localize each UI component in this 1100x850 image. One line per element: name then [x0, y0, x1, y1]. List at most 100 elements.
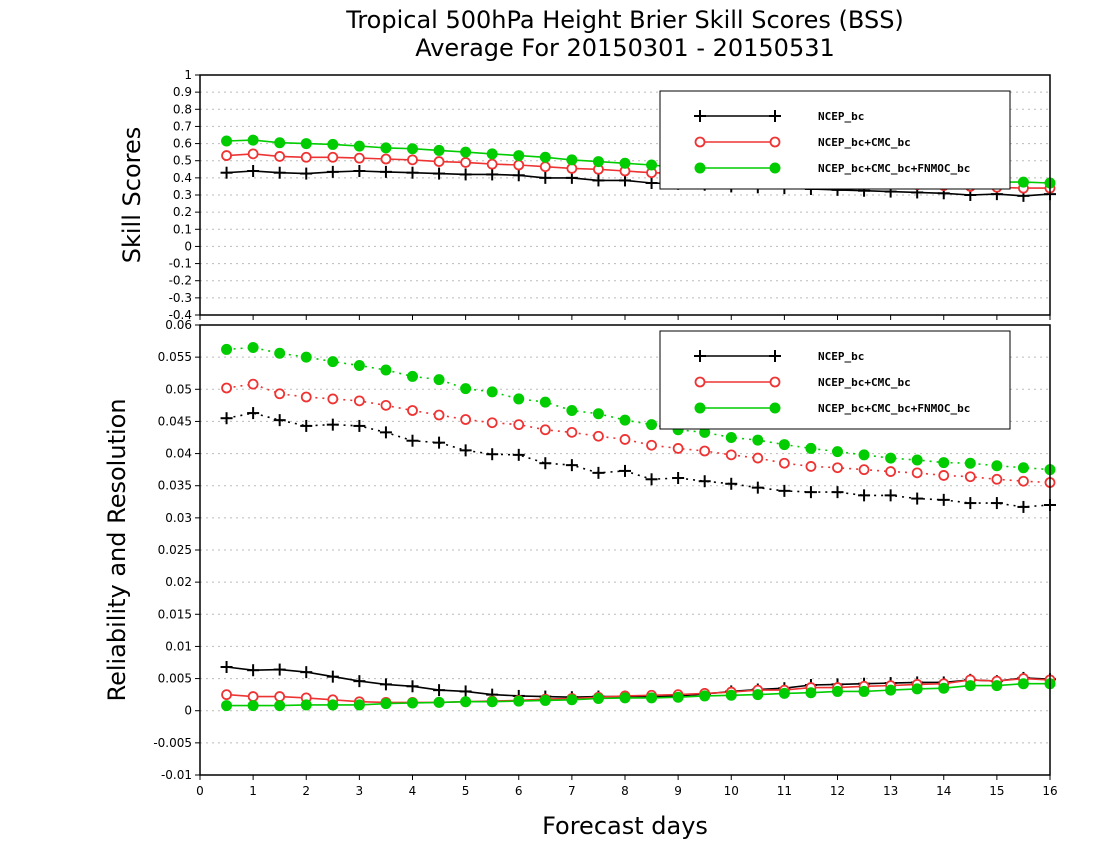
- chart-title-line1: Tropical 500hPa Height Brier Skill Score…: [345, 6, 904, 34]
- series-point-2: [353, 360, 365, 371]
- series-point-5: [991, 680, 1003, 692]
- series-point-1: [566, 426, 578, 438]
- legend-marker: [769, 376, 781, 388]
- series-point-1: [433, 156, 445, 167]
- series-point-1: [646, 439, 657, 451]
- y-tick-label: 0.2: [173, 205, 192, 219]
- x-tick-label: 9: [674, 784, 682, 798]
- legend-label: NCEP_bc+CMC_bc+FNMOC_bc: [818, 402, 970, 415]
- legend-marker: [694, 402, 706, 414]
- series-point-5: [592, 693, 604, 704]
- skill-scores-panel: -0.4 -0.3 -0.2 -0.1 0 0.1 0.2 0.3 0.4 0.5 0.6 0.7 0.…: [118, 68, 1056, 322]
- series-point-4: [247, 691, 259, 702]
- y-tick-label: -0.1: [169, 257, 192, 271]
- y-tick-label: -0.3: [169, 291, 192, 305]
- x-tick-label: 10: [724, 784, 739, 798]
- series-point-5: [247, 700, 259, 712]
- series-point-2: [247, 342, 259, 353]
- series-point-5: [725, 689, 737, 701]
- series-point-1: [938, 470, 950, 481]
- series-point-5: [885, 684, 897, 696]
- series-point-2: [460, 383, 472, 395]
- series-point-2: [991, 460, 1003, 472]
- series-point-1: [327, 393, 339, 405]
- series-point-1: [672, 443, 684, 454]
- series-point-2: [327, 356, 339, 368]
- series-point-5: [221, 700, 233, 712]
- series-point-1: [513, 159, 525, 171]
- y-tick-label: 0: [184, 704, 192, 718]
- series-point-2: [327, 138, 339, 150]
- series-point-2: [619, 414, 631, 426]
- y-tick-label: 0.03: [165, 511, 192, 525]
- series-point-2: [247, 134, 259, 146]
- series-point-2: [300, 351, 312, 363]
- x-tick-label: 0: [196, 784, 204, 798]
- series-point-5: [380, 698, 392, 710]
- series-point-2: [592, 156, 604, 168]
- series-point-2: [646, 419, 658, 431]
- series-point-1: [805, 461, 817, 472]
- series-point-2: [646, 159, 658, 171]
- series-point-2: [486, 386, 498, 398]
- series-point-1: [380, 399, 392, 411]
- series-point-2: [885, 452, 897, 464]
- legend-label: NCEP_bc+CMC_bc: [818, 376, 911, 389]
- series-point-2: [460, 146, 472, 158]
- series-point-2: [407, 143, 418, 155]
- series-point-2: [407, 370, 418, 382]
- y-tick-label: 0.02: [165, 575, 192, 589]
- series-point-1: [964, 471, 976, 483]
- series-point-2: [274, 137, 286, 149]
- series-point-1: [353, 152, 365, 164]
- legend-marker: [769, 162, 781, 174]
- y-tick-label: -0.01: [161, 768, 192, 782]
- series-point-5: [486, 696, 498, 708]
- series-point-2: [221, 135, 233, 147]
- series-point-1: [460, 414, 472, 425]
- series-point-1: [699, 445, 711, 457]
- series-point-1: [752, 452, 764, 464]
- series-point-2: [858, 449, 870, 461]
- series-point-5: [539, 694, 551, 706]
- series-point-5: [274, 700, 286, 712]
- x-axis-label: Forecast days: [542, 812, 708, 840]
- x-tick-label: 11: [777, 784, 792, 798]
- series-point-1: [353, 395, 365, 407]
- y-tick-label: -0.4: [169, 308, 192, 322]
- y-tick-label: 0.05: [165, 382, 192, 396]
- series-point-1: [407, 154, 418, 166]
- series-line-reliability-5: [226, 682, 1050, 707]
- series-point-5: [619, 692, 631, 704]
- series-point-5: [353, 699, 365, 711]
- series-point-1: [247, 378, 259, 390]
- x-tick-label: 7: [568, 784, 576, 798]
- y-tick-label: 0.8: [173, 102, 192, 116]
- series-point-2: [353, 140, 365, 152]
- series-point-5: [778, 687, 790, 699]
- y-tick-label: 0.6: [173, 137, 192, 151]
- series-point-5: [832, 685, 843, 697]
- legend-marker: [694, 136, 706, 148]
- series-point-5: [964, 680, 976, 692]
- y-tick-label: 0.5: [173, 154, 192, 168]
- series-point-1: [407, 405, 418, 416]
- series-point-5: [1017, 678, 1029, 690]
- series-point-2: [300, 138, 312, 150]
- series-point-2: [539, 151, 551, 163]
- y-tick-label: 1: [184, 68, 192, 82]
- y-tick-label: -0.2: [169, 274, 192, 288]
- series-point-1: [832, 462, 843, 474]
- x-tick-label: 14: [936, 784, 951, 798]
- series-point-2: [274, 347, 286, 359]
- series-point-2: [619, 157, 631, 169]
- series-point-5: [805, 687, 817, 699]
- series-point-2: [566, 405, 578, 416]
- legend-label: NCEP_bc: [818, 350, 864, 363]
- series-line-resolution-0: [226, 412, 1051, 508]
- series-point-1: [911, 467, 923, 479]
- y-tick-label: 0.04: [165, 447, 192, 461]
- series-point-4: [221, 689, 232, 701]
- series-point-2: [539, 396, 551, 408]
